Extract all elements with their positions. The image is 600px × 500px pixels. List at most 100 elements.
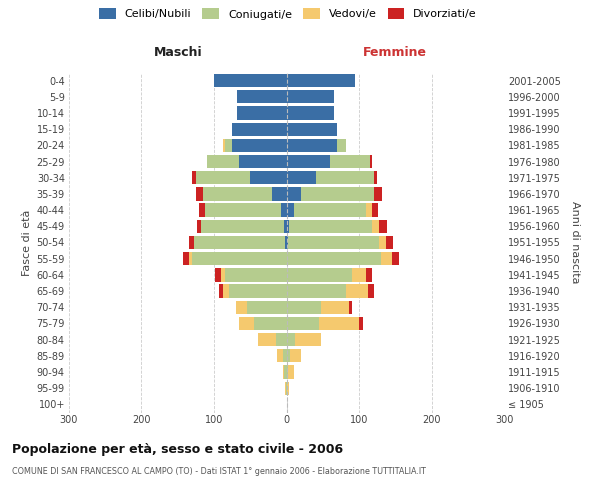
Bar: [366, 204, 372, 217]
Bar: [370, 155, 372, 168]
Text: Maschi: Maschi: [154, 46, 202, 59]
Bar: [250, 171, 287, 184]
Bar: [194, 236, 285, 249]
Bar: [287, 284, 346, 298]
Bar: [192, 252, 287, 266]
Text: COMUNE DI SAN FRANCESCO AL CAMPO (TO) - Dati ISTAT 1° gennaio 2006 - Elaborazion: COMUNE DI SAN FRANCESCO AL CAMPO (TO) - …: [12, 468, 426, 476]
Bar: [368, 284, 374, 298]
Bar: [236, 300, 247, 314]
Bar: [192, 171, 196, 184]
Bar: [287, 300, 322, 314]
Bar: [295, 333, 320, 346]
Bar: [284, 366, 287, 378]
Bar: [214, 74, 287, 87]
Bar: [352, 268, 366, 281]
Bar: [287, 333, 295, 346]
Text: Femmine: Femmine: [363, 46, 427, 59]
Bar: [283, 349, 287, 362]
Bar: [287, 90, 334, 104]
Bar: [287, 138, 337, 152]
Bar: [221, 268, 225, 281]
Bar: [287, 171, 316, 184]
Bar: [229, 284, 287, 298]
Bar: [247, 300, 287, 314]
Bar: [287, 122, 337, 136]
Bar: [301, 188, 373, 200]
Bar: [286, 382, 287, 395]
Y-axis label: Anni di nascita: Anni di nascita: [571, 201, 580, 283]
Bar: [322, 300, 349, 314]
Bar: [199, 204, 205, 217]
Bar: [215, 268, 221, 281]
Bar: [285, 236, 287, 249]
Bar: [330, 155, 370, 168]
Bar: [287, 366, 288, 378]
Bar: [372, 204, 378, 217]
Bar: [287, 317, 319, 330]
Bar: [287, 236, 288, 249]
Bar: [287, 220, 289, 233]
Bar: [275, 333, 287, 346]
Bar: [196, 171, 250, 184]
Bar: [197, 220, 201, 233]
Bar: [289, 220, 372, 233]
Bar: [272, 188, 287, 200]
Bar: [219, 284, 223, 298]
Bar: [225, 138, 232, 152]
Bar: [381, 252, 392, 266]
Bar: [188, 236, 194, 249]
Bar: [203, 188, 272, 200]
Bar: [379, 236, 386, 249]
Bar: [287, 382, 289, 395]
Bar: [346, 284, 368, 298]
Bar: [257, 333, 275, 346]
Bar: [225, 268, 287, 281]
Bar: [285, 382, 286, 395]
Bar: [287, 252, 381, 266]
Bar: [239, 317, 254, 330]
Bar: [316, 171, 373, 184]
Bar: [294, 204, 366, 217]
Bar: [287, 106, 334, 120]
Bar: [287, 349, 290, 362]
Bar: [386, 236, 393, 249]
Y-axis label: Fasce di età: Fasce di età: [22, 210, 32, 276]
Bar: [379, 220, 386, 233]
Text: Popolazione per età, sesso e stato civile - 2006: Popolazione per età, sesso e stato civil…: [12, 442, 343, 456]
Bar: [232, 122, 287, 136]
Bar: [237, 106, 287, 120]
Bar: [183, 252, 188, 266]
Bar: [287, 188, 301, 200]
Bar: [349, 300, 352, 314]
Bar: [188, 252, 192, 266]
Bar: [288, 366, 294, 378]
Bar: [254, 317, 287, 330]
Bar: [223, 138, 225, 152]
Bar: [232, 138, 287, 152]
Bar: [290, 349, 301, 362]
Legend: Celibi/Nubili, Coniugati/e, Vedovi/e, Divorziati/e: Celibi/Nubili, Coniugati/e, Vedovi/e, Di…: [99, 8, 477, 20]
Bar: [223, 284, 229, 298]
Bar: [207, 155, 239, 168]
Bar: [287, 74, 355, 87]
Bar: [392, 252, 399, 266]
Bar: [284, 220, 287, 233]
Bar: [337, 138, 346, 152]
Bar: [372, 220, 379, 233]
Bar: [281, 204, 287, 217]
Bar: [287, 268, 352, 281]
Bar: [359, 317, 362, 330]
Bar: [237, 90, 287, 104]
Bar: [277, 349, 283, 362]
Bar: [283, 366, 284, 378]
Bar: [205, 204, 281, 217]
Bar: [373, 188, 382, 200]
Bar: [319, 317, 359, 330]
Bar: [366, 268, 372, 281]
Bar: [239, 155, 287, 168]
Bar: [287, 155, 330, 168]
Bar: [373, 171, 377, 184]
Bar: [288, 236, 379, 249]
Bar: [201, 220, 284, 233]
Bar: [287, 204, 294, 217]
